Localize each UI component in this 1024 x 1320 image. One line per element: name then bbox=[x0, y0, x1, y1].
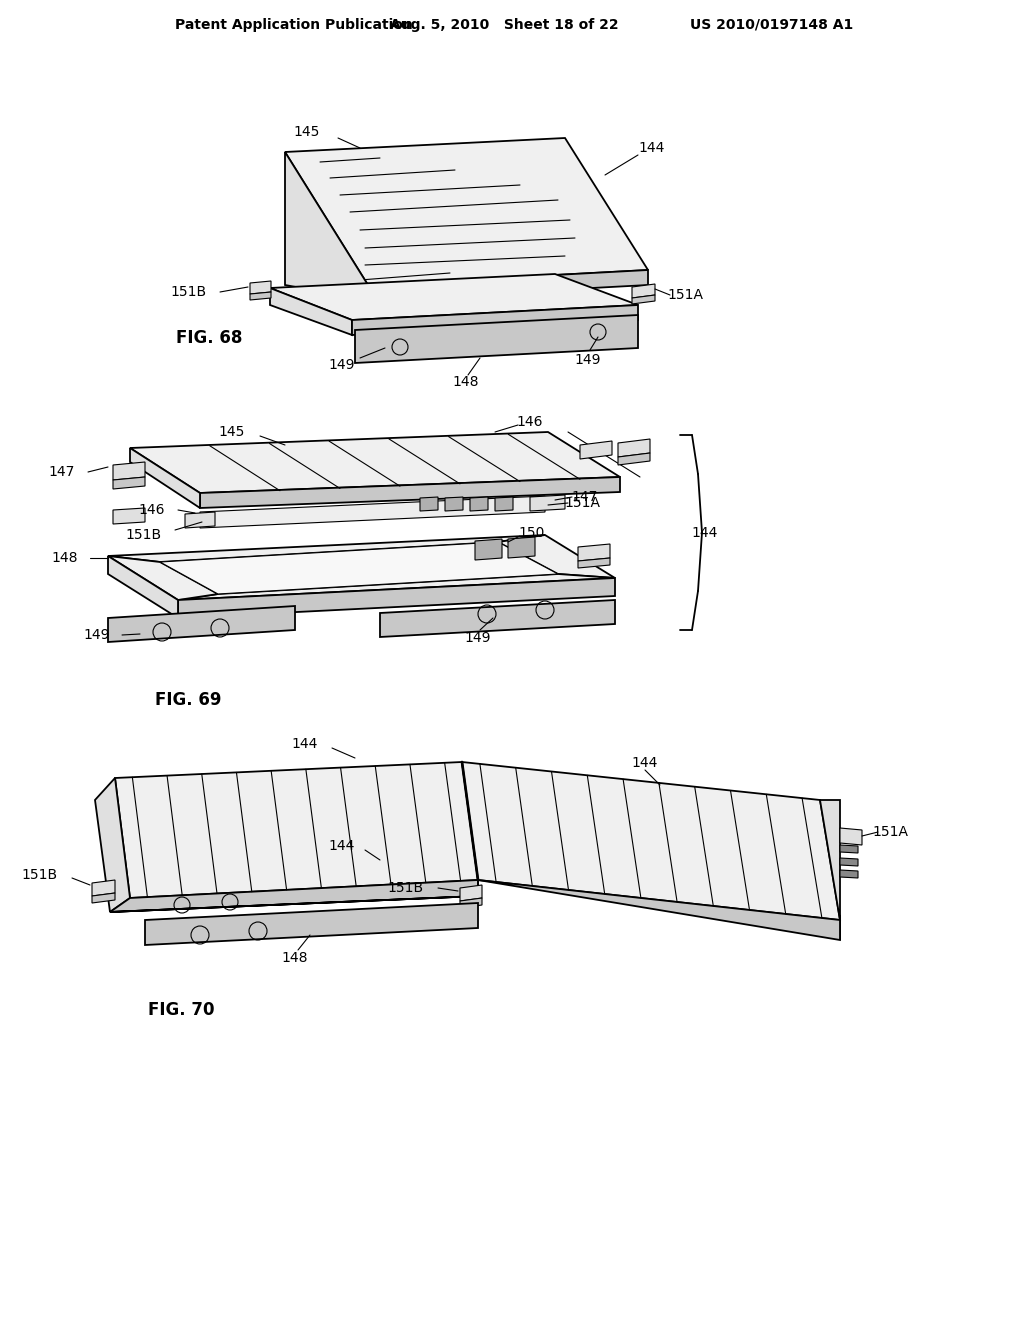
Polygon shape bbox=[470, 498, 488, 511]
Polygon shape bbox=[108, 556, 218, 601]
Text: 144: 144 bbox=[329, 840, 355, 853]
Polygon shape bbox=[618, 453, 650, 465]
Text: 146: 146 bbox=[138, 503, 165, 517]
Polygon shape bbox=[820, 800, 840, 940]
Text: FIG. 69: FIG. 69 bbox=[155, 690, 221, 709]
Polygon shape bbox=[462, 762, 840, 920]
Text: Aug. 5, 2010   Sheet 18 of 22: Aug. 5, 2010 Sheet 18 of 22 bbox=[390, 18, 618, 32]
Polygon shape bbox=[130, 432, 620, 492]
Polygon shape bbox=[115, 762, 478, 898]
Text: 149: 149 bbox=[84, 628, 110, 642]
Text: FIG. 68: FIG. 68 bbox=[176, 329, 243, 347]
Text: 144: 144 bbox=[639, 141, 666, 154]
Text: 149: 149 bbox=[574, 352, 601, 367]
Polygon shape bbox=[352, 305, 638, 335]
Polygon shape bbox=[632, 294, 655, 304]
Polygon shape bbox=[200, 477, 620, 508]
Text: 148: 148 bbox=[282, 950, 308, 965]
Polygon shape bbox=[270, 288, 352, 335]
Text: FIG. 70: FIG. 70 bbox=[148, 1001, 214, 1019]
Polygon shape bbox=[110, 880, 478, 912]
Text: 151A: 151A bbox=[667, 288, 703, 302]
Polygon shape bbox=[840, 845, 858, 853]
Polygon shape bbox=[145, 903, 478, 945]
Polygon shape bbox=[200, 496, 545, 528]
Polygon shape bbox=[368, 271, 648, 300]
Polygon shape bbox=[130, 447, 200, 508]
Polygon shape bbox=[420, 498, 438, 511]
Polygon shape bbox=[285, 152, 368, 300]
Polygon shape bbox=[160, 543, 558, 594]
Polygon shape bbox=[185, 512, 215, 528]
Polygon shape bbox=[578, 544, 610, 561]
Polygon shape bbox=[95, 777, 130, 912]
Polygon shape bbox=[840, 870, 858, 878]
Polygon shape bbox=[580, 441, 612, 459]
Polygon shape bbox=[108, 606, 295, 642]
Text: 150: 150 bbox=[519, 525, 545, 540]
Polygon shape bbox=[632, 284, 655, 298]
Polygon shape bbox=[508, 537, 535, 558]
Polygon shape bbox=[618, 440, 650, 457]
Text: 151A: 151A bbox=[872, 825, 908, 840]
Polygon shape bbox=[108, 556, 178, 618]
Polygon shape bbox=[355, 315, 638, 363]
Text: 151B: 151B bbox=[388, 880, 424, 895]
Text: 146: 146 bbox=[517, 414, 544, 429]
Text: 147: 147 bbox=[48, 465, 75, 479]
Text: 151B: 151B bbox=[171, 285, 207, 300]
Polygon shape bbox=[270, 275, 638, 319]
Polygon shape bbox=[178, 574, 615, 601]
Polygon shape bbox=[285, 139, 648, 285]
Polygon shape bbox=[250, 281, 271, 294]
Text: 144: 144 bbox=[692, 525, 718, 540]
Polygon shape bbox=[840, 858, 858, 866]
Text: 145: 145 bbox=[219, 425, 245, 440]
Polygon shape bbox=[113, 462, 145, 480]
Polygon shape bbox=[178, 578, 615, 618]
Polygon shape bbox=[478, 880, 840, 940]
Text: 148: 148 bbox=[51, 550, 78, 565]
Polygon shape bbox=[578, 558, 610, 568]
Text: Patent Application Publication: Patent Application Publication bbox=[175, 18, 413, 32]
Polygon shape bbox=[113, 477, 145, 488]
Text: 151B: 151B bbox=[126, 528, 162, 543]
Polygon shape bbox=[380, 601, 615, 638]
Text: 147: 147 bbox=[571, 490, 598, 504]
Text: 151A: 151A bbox=[564, 496, 600, 510]
Text: 144: 144 bbox=[632, 756, 658, 770]
Polygon shape bbox=[92, 880, 115, 896]
Text: 149: 149 bbox=[465, 631, 492, 645]
Text: US 2010/0197148 A1: US 2010/0197148 A1 bbox=[690, 18, 853, 32]
Polygon shape bbox=[530, 495, 565, 511]
Polygon shape bbox=[110, 880, 478, 912]
Text: 149: 149 bbox=[329, 358, 355, 372]
Polygon shape bbox=[113, 508, 145, 524]
Text: 148: 148 bbox=[453, 375, 479, 389]
Polygon shape bbox=[495, 498, 513, 511]
Polygon shape bbox=[475, 539, 502, 560]
Text: 145: 145 bbox=[294, 125, 319, 139]
Polygon shape bbox=[445, 498, 463, 511]
Polygon shape bbox=[250, 292, 271, 300]
Polygon shape bbox=[460, 884, 482, 902]
Polygon shape bbox=[92, 894, 115, 903]
Polygon shape bbox=[460, 898, 482, 908]
Polygon shape bbox=[840, 828, 862, 845]
Text: 151B: 151B bbox=[22, 869, 58, 882]
Polygon shape bbox=[498, 535, 615, 578]
Polygon shape bbox=[108, 535, 545, 562]
Text: 144: 144 bbox=[292, 737, 318, 751]
